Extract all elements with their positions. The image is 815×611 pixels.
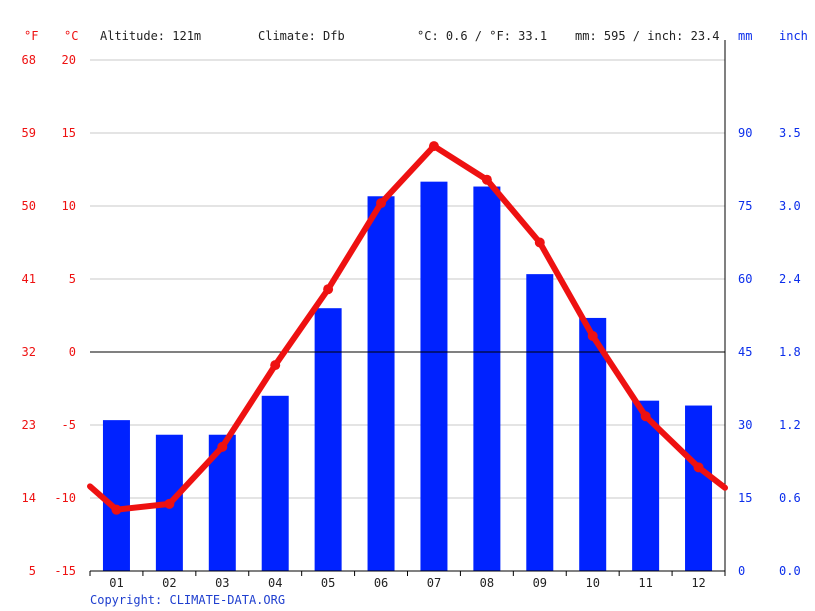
- precipitation-bar: [261, 395, 289, 571]
- temperature-average-label: °C: 0.6 / °F: 33.1: [417, 29, 547, 43]
- y-tick-fahrenheit: 50: [22, 199, 36, 213]
- y-tick-inch: 1.8: [779, 345, 801, 359]
- temperature-point: [693, 462, 704, 473]
- y-tick-inch: 2.4: [779, 272, 801, 286]
- x-tick-month: 08: [480, 576, 494, 590]
- y-tick-celsius: -15: [54, 564, 76, 578]
- grid-lines: [90, 59, 725, 572]
- y-tick-inch: 0.0: [779, 564, 801, 578]
- y-tick-mm: 30: [738, 418, 752, 432]
- x-tick-month: 10: [585, 576, 599, 590]
- temperature-point: [323, 284, 334, 295]
- x-tick-month: 06: [374, 576, 388, 590]
- altitude-label: Altitude: 121m: [100, 29, 201, 43]
- y-tick-fahrenheit: 32: [22, 345, 36, 359]
- tick-labels: -15 5 -10 14 -5 23 0 32 5 41 10 50 15 59 20 68 0 0.0 15 0.6…: [22, 53, 801, 590]
- x-tick-month: 01: [109, 576, 123, 590]
- y-tick-inch: 3.5: [779, 126, 801, 140]
- temperature-point: [587, 330, 598, 341]
- temperature-point: [534, 237, 545, 248]
- y-tick-fahrenheit: 68: [22, 53, 36, 67]
- temperature-point: [428, 141, 439, 152]
- y-tick-celsius: 0: [69, 345, 76, 359]
- temperature-point: [640, 411, 651, 422]
- x-tick-month: 03: [215, 576, 229, 590]
- precipitation-bar: [473, 186, 501, 572]
- precipitation-bar: [526, 274, 554, 571]
- y-tick-mm: 15: [738, 491, 752, 505]
- precipitation-total-label: mm: 595 / inch: 23.4: [575, 29, 720, 43]
- y-tick-celsius: 5: [69, 272, 76, 286]
- precipitation-bars: [102, 181, 713, 572]
- unit-celsius-label: °C: [64, 29, 78, 43]
- y-tick-inch: 0.6: [779, 491, 801, 505]
- axes: [89, 40, 726, 576]
- y-tick-mm: 45: [738, 345, 752, 359]
- x-tick-month: 07: [427, 576, 441, 590]
- y-tick-fahrenheit: 14: [22, 491, 36, 505]
- y-tick-fahrenheit: 41: [22, 272, 36, 286]
- y-tick-celsius: 15: [62, 126, 76, 140]
- temperature-line: [87, 141, 728, 515]
- y-tick-inch: 3.0: [779, 199, 801, 213]
- y-tick-celsius: 10: [62, 199, 76, 213]
- unit-fahrenheit-label: °F: [24, 29, 38, 43]
- x-tick-month: 04: [268, 576, 282, 590]
- temperature-point: [270, 360, 281, 371]
- temperature-polyline: [87, 143, 728, 513]
- x-tick-month: 11: [638, 576, 652, 590]
- unit-mm-label: mm: [738, 29, 752, 43]
- temperature-point: [376, 198, 387, 209]
- temperature-point: [217, 441, 228, 452]
- y-tick-fahrenheit: 59: [22, 126, 36, 140]
- y-tick-mm: 75: [738, 199, 752, 213]
- y-tick-celsius: -5: [62, 418, 76, 432]
- precipitation-bar: [102, 420, 130, 571]
- y-tick-fahrenheit: 5: [29, 564, 36, 578]
- climate-label: Climate: Dfb: [258, 29, 345, 43]
- y-tick-mm: 0: [738, 564, 745, 578]
- y-tick-inch: 1.2: [779, 418, 801, 432]
- precipitation-bar: [367, 196, 395, 571]
- y-tick-celsius: -10: [54, 491, 76, 505]
- precipitation-bar: [685, 405, 713, 571]
- unit-inch-label: inch: [779, 29, 808, 43]
- y-tick-mm: 60: [738, 272, 752, 286]
- temperature-point: [481, 174, 492, 185]
- x-tick-month: 09: [533, 576, 547, 590]
- y-tick-fahrenheit: 23: [22, 418, 36, 432]
- temperature-point: [111, 504, 122, 515]
- x-tick-month: 05: [321, 576, 335, 590]
- copyright-text: Copyright: CLIMATE-DATA.ORG: [90, 593, 285, 607]
- y-tick-celsius: 20: [62, 53, 76, 67]
- x-tick-month: 12: [691, 576, 705, 590]
- precipitation-bar: [314, 308, 342, 571]
- x-tick-month: 02: [162, 576, 176, 590]
- y-tick-mm: 90: [738, 126, 752, 140]
- precipitation-bar: [420, 181, 448, 571]
- temperature-point: [164, 498, 175, 509]
- precipitation-bar: [579, 317, 607, 571]
